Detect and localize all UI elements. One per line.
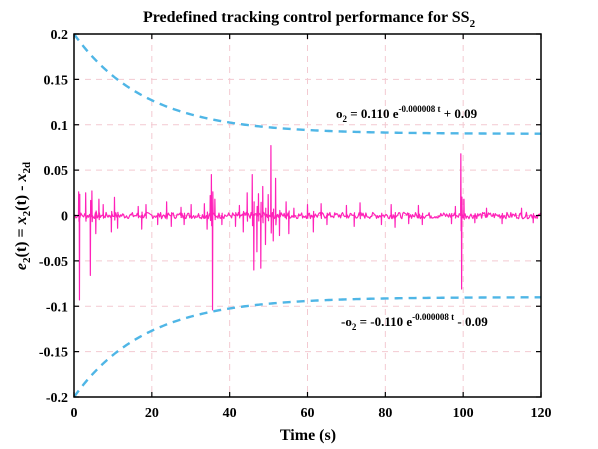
x-tick-labels: 0 20 40 60 80 100 120 <box>71 406 552 421</box>
y-tick-label: -0.1 <box>46 300 68 315</box>
y-tick-label: 0.2 <box>51 28 69 43</box>
y-tick-label: 0.1 <box>51 119 69 134</box>
x-tick-label: 80 <box>378 406 392 421</box>
upper-bound-line <box>73 33 541 135</box>
lower-bound-annotation: -o2 = -0.110 e-0.000008 t - 0.09 <box>341 312 488 332</box>
x-tick-label: 20 <box>145 406 159 421</box>
x-tick-label: 60 <box>301 406 315 421</box>
x-tick-label: 40 <box>223 406 237 421</box>
upper-bound-annotation: o2 = 0.110 e-0.000008 t + 0.09 <box>336 104 478 124</box>
y-tick-label: 0.05 <box>44 164 69 179</box>
x-axis-label: Time (s) <box>280 427 336 444</box>
x-tick-label: 0 <box>71 406 78 421</box>
chart-title-subscript: 2 <box>470 18 476 30</box>
x-tick-label: 100 <box>453 406 474 421</box>
y-tick-labels: -0.2 -0.15 -0.1 -0.05 0 0.05 0.1 0.15 0.2 <box>39 28 68 406</box>
y-tick-label: -0.15 <box>39 346 68 361</box>
tracking-error-line <box>73 145 542 311</box>
chart-title: Predefined tracking control performance … <box>143 9 476 30</box>
x-tick-label: 120 <box>531 406 552 421</box>
series-group <box>73 33 542 398</box>
y-tick-label: -0.2 <box>46 391 68 406</box>
plot-frame <box>73 33 542 398</box>
y-axis-label: e2(t) = x2(t) - x2d <box>13 162 33 270</box>
y-tick-label: 0.15 <box>44 73 69 88</box>
y-tick-label: 0 <box>61 210 68 225</box>
y-tick-label: -0.05 <box>39 255 68 270</box>
lower-bound-line <box>73 296 541 398</box>
